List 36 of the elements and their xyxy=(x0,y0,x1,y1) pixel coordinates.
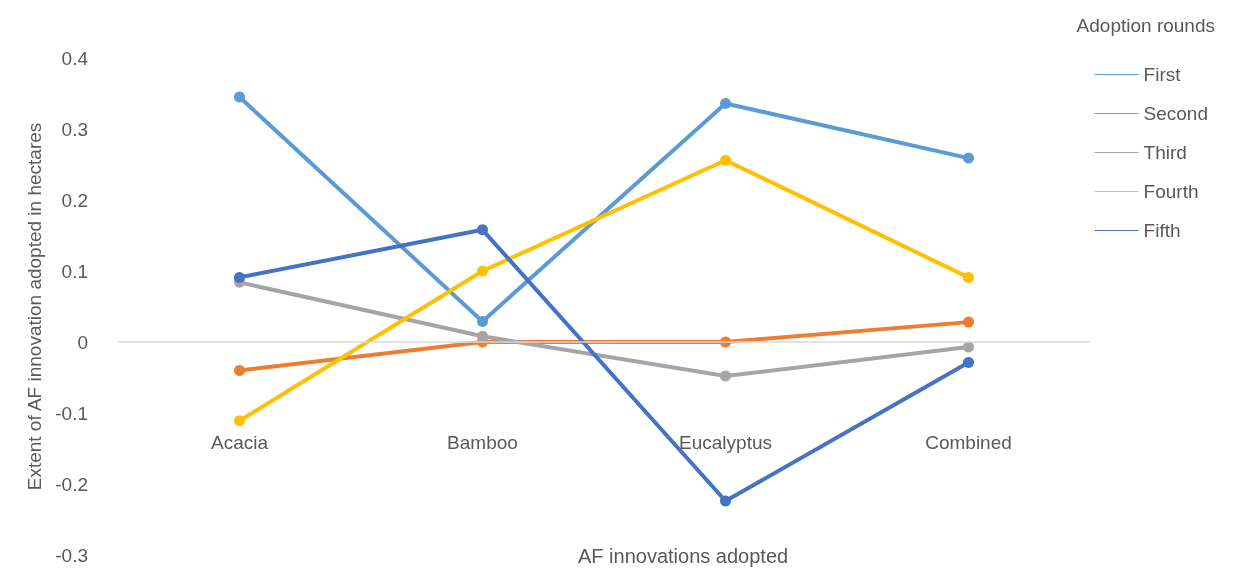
x-tick-label: Bamboo xyxy=(447,432,518,453)
y-axis-title: Extent of AF innovation adopted in hectares xyxy=(24,122,46,491)
y-tick-label: 0.1 xyxy=(61,260,88,282)
y-tick-label: 0 xyxy=(77,331,88,353)
point xyxy=(477,315,488,327)
y-tick-label: -0.3 xyxy=(55,544,88,566)
legend-label: Fourth xyxy=(1143,181,1199,202)
point xyxy=(477,330,488,342)
point xyxy=(477,224,488,236)
x-tick-label: Acacia xyxy=(210,432,269,453)
legend-label: Second xyxy=(1143,103,1209,124)
y-tick-label: 0.4 xyxy=(61,47,89,69)
legend-title: Adoption rounds xyxy=(1076,15,1216,36)
point xyxy=(234,91,245,103)
x-tick-label: Combined xyxy=(925,432,1012,453)
legend-label: Third xyxy=(1143,142,1187,163)
point xyxy=(963,316,974,328)
x-axis-title: AF innovations adopted xyxy=(578,545,789,567)
point xyxy=(477,265,488,277)
point xyxy=(963,271,974,283)
point xyxy=(720,370,731,382)
legend-label: Fifth xyxy=(1143,220,1181,241)
point xyxy=(720,495,731,507)
point xyxy=(720,97,731,109)
y-tick-label: -0.1 xyxy=(55,402,88,424)
y-tick-label: -0.2 xyxy=(55,473,88,495)
point xyxy=(234,271,245,283)
point xyxy=(234,415,245,427)
y-tick-label: 0.3 xyxy=(61,118,88,140)
y-tick-label: 0.2 xyxy=(61,189,88,211)
point xyxy=(963,357,974,369)
point xyxy=(720,154,731,166)
legend-label: First xyxy=(1143,64,1182,85)
point xyxy=(234,364,245,376)
x-tick-label: Eucalyptus xyxy=(679,432,772,453)
point xyxy=(963,152,974,164)
